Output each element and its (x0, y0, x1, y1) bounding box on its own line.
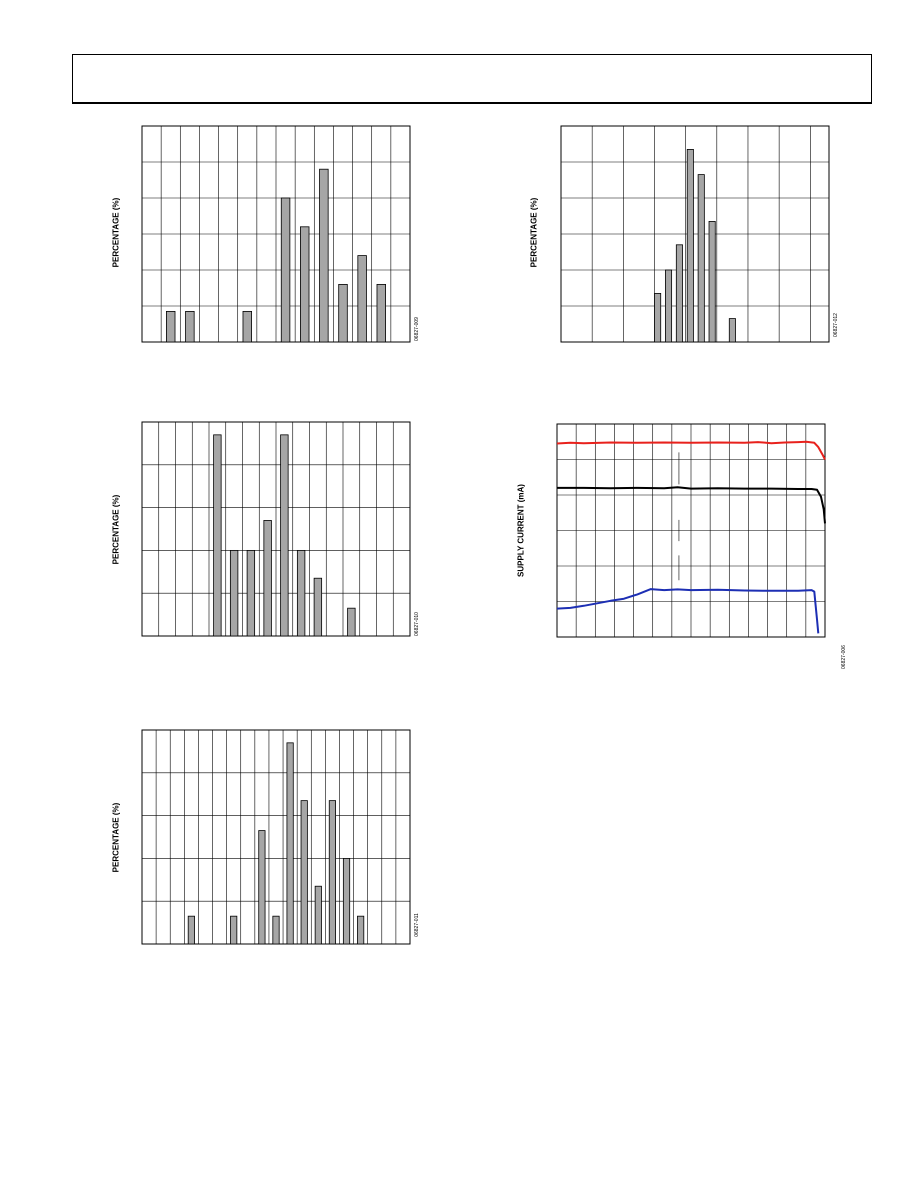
grid (557, 424, 825, 637)
figure-id-5: 06827-011 (414, 913, 420, 937)
bar (300, 226, 310, 343)
bar (280, 434, 289, 637)
figure-id-2: 06827-012 (833, 313, 839, 337)
bar (185, 310, 195, 343)
grid (561, 126, 829, 342)
figure-id-4: 06827-006 (841, 645, 847, 669)
bar (187, 915, 195, 945)
bar (357, 255, 367, 343)
bar (280, 197, 291, 343)
figure-id-1: 06827-009 (414, 317, 420, 341)
bar (230, 915, 238, 945)
bar (300, 800, 308, 945)
figure-id-3: 06827-010 (414, 612, 420, 636)
y-axis-label-2: PERCENTAGE (%) (529, 197, 539, 268)
grid (142, 126, 410, 342)
y-axis-label-3: PERCENTAGE (%) (111, 494, 121, 565)
bar (246, 549, 256, 637)
bar (258, 830, 266, 945)
bar (338, 283, 348, 343)
bar (697, 174, 705, 343)
y-axis-label-1: PERCENTAGE (%) (111, 197, 121, 268)
bar (675, 244, 683, 343)
y-axis-label-4: SUPPLY CURRENT (mA) (516, 484, 526, 577)
grid (142, 730, 410, 944)
bar (686, 148, 694, 343)
plot-frame (556, 423, 826, 638)
bar (357, 915, 365, 945)
plot-frame (141, 421, 411, 637)
bar (328, 800, 336, 945)
histogram-chart-1 (141, 125, 411, 343)
supply-current-line-chart (556, 423, 826, 638)
bar (229, 549, 239, 637)
histogram-chart-3 (141, 421, 411, 637)
bar (166, 310, 176, 343)
bar (664, 269, 673, 343)
bar (342, 857, 351, 945)
series-line-blue (556, 588, 820, 634)
bar (314, 885, 322, 945)
plot-frame (560, 125, 830, 343)
bar (286, 742, 294, 945)
page-header-box (72, 54, 872, 104)
series-line-red (556, 440, 826, 460)
bar (272, 915, 280, 945)
y-axis-label-5: PERCENTAGE (%) (111, 802, 121, 873)
bar (654, 292, 662, 343)
bar (296, 549, 306, 637)
grid (142, 422, 410, 636)
bar (263, 520, 272, 637)
bar (313, 577, 323, 637)
bar (242, 310, 252, 343)
bar (319, 168, 329, 343)
bar (347, 607, 356, 637)
histogram-chart-5 (141, 729, 411, 945)
bar (213, 434, 222, 637)
bar (376, 283, 386, 343)
plot-frame (141, 729, 411, 945)
bar (708, 221, 716, 343)
bar (728, 318, 736, 343)
plot-frame (141, 125, 411, 343)
series-line-black (557, 486, 826, 524)
histogram-chart-2 (560, 125, 830, 343)
